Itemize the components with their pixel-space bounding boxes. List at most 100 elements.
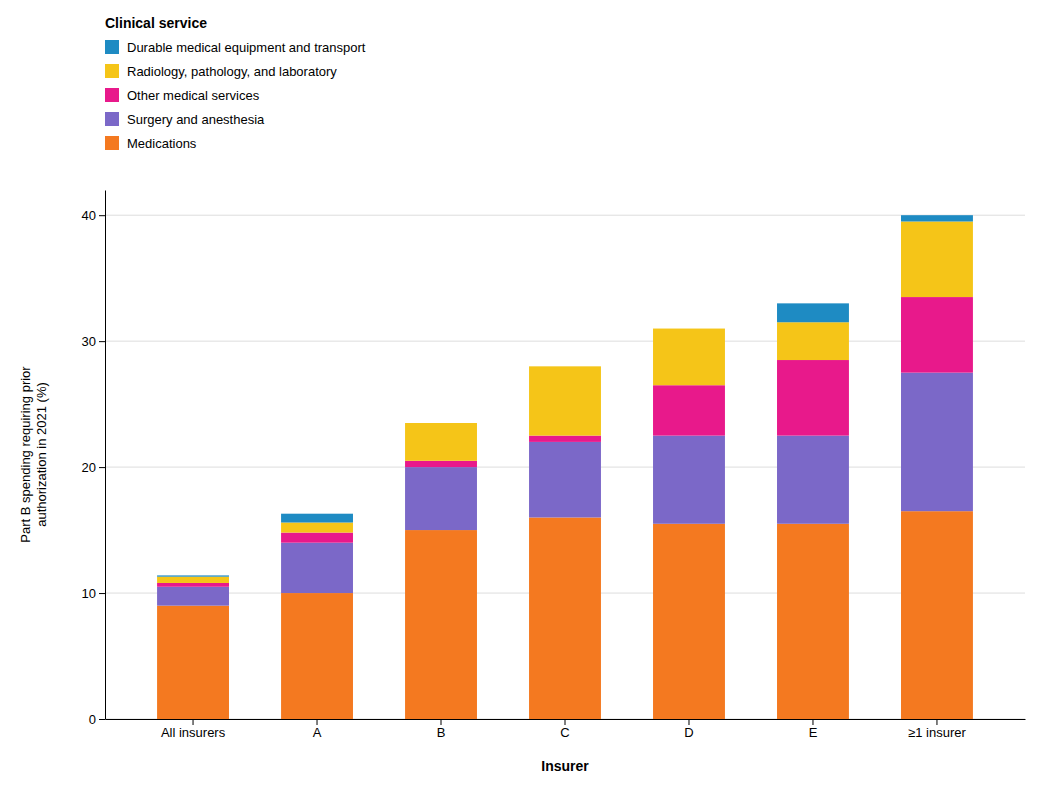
tick-mark (99, 593, 105, 594)
series (157, 511, 973, 719)
chart: 0 10 20 30 40 All insurers A B C D E ≥1 insurer Insu… (0, 0, 1055, 799)
tick-mark (812, 719, 813, 725)
plot: 0 10 20 30 40 All insurers A B C D E ≥1 insurer (82, 191, 1026, 741)
bar (777, 322, 849, 360)
bar (157, 575, 229, 576)
tick-label: 10 (82, 586, 96, 601)
bar (653, 436, 725, 524)
bar (281, 523, 353, 533)
tick: E (809, 719, 818, 740)
legend-swatch (105, 40, 119, 54)
tick-label: 0 (89, 712, 96, 727)
tick-label: A (313, 725, 322, 740)
bar (157, 606, 229, 719)
bar (157, 587, 229, 606)
legend-item: Medications (105, 136, 197, 151)
bar (529, 442, 601, 518)
y-axis-title: Part B spending requiring priorauthoriza… (18, 366, 49, 543)
y-axis: 0 10 20 30 40 (82, 191, 106, 727)
legend-label: Durable medical equipment and transport (127, 40, 366, 55)
tick-label: E (809, 725, 818, 740)
bar (901, 221, 973, 297)
grid-line (105, 215, 1025, 216)
tick-label: 30 (82, 334, 96, 349)
bar (653, 329, 725, 386)
tick-mark (99, 341, 105, 342)
bar (405, 423, 477, 461)
tick-mark (441, 719, 442, 725)
legend-title: Clinical service (105, 15, 207, 31)
bar (653, 524, 725, 719)
tick-mark (317, 719, 318, 725)
tick: All insurers (161, 719, 226, 740)
legend-item: Other medical services (105, 88, 260, 103)
series (157, 297, 973, 587)
tick-label: D (684, 725, 693, 740)
tick-mark (688, 719, 689, 725)
bar (777, 524, 849, 719)
bar (529, 436, 601, 442)
bar (281, 543, 353, 593)
bar (653, 385, 725, 435)
legend-swatch (105, 88, 119, 102)
bar (901, 373, 973, 512)
bar (777, 436, 849, 524)
tick: D (684, 719, 693, 740)
legend-item: Surgery and anesthesia (105, 112, 265, 127)
legend-label: Other medical services (127, 88, 260, 103)
bar (405, 530, 477, 719)
legend: Clinical service Durable medical equipmen… (105, 15, 366, 151)
bars (157, 215, 973, 719)
bar (281, 514, 353, 523)
tick: ≥1 insurer (908, 719, 966, 740)
bar (157, 583, 229, 587)
bar (777, 303, 849, 322)
legend-label: Surgery and anesthesia (127, 112, 265, 127)
axis-line (105, 191, 106, 720)
x-axis-title: Insurer (541, 758, 589, 774)
tick-label: All insurers (161, 725, 226, 740)
legend-swatch (105, 136, 119, 150)
tick-mark (99, 467, 105, 468)
tick-mark (99, 215, 105, 216)
grid (105, 215, 1025, 719)
tick-label: 40 (82, 208, 96, 223)
bar (405, 423, 477, 424)
grid-line (105, 341, 1025, 342)
bar (777, 360, 849, 436)
tick-label: B (437, 725, 446, 740)
bar (529, 517, 601, 719)
bar (281, 533, 353, 543)
legend-item: Durable medical equipment and transport (105, 40, 366, 55)
tick: B (437, 719, 446, 740)
series (157, 221, 973, 582)
tick: A (313, 719, 322, 740)
legend-swatch (105, 112, 119, 126)
legend-swatch (105, 64, 119, 78)
tick: 40 (82, 208, 105, 223)
x-axis: All insurers A B C D E ≥1 insurer (106, 719, 1026, 740)
tick: 0 (89, 712, 105, 727)
tick-mark (565, 719, 566, 725)
tick-label: C (560, 725, 569, 740)
legend-label: Radiology, pathology, and laboratory (127, 64, 337, 79)
bar (405, 461, 477, 467)
bar (405, 467, 477, 530)
tick-label: ≥1 insurer (908, 725, 966, 740)
tick: 30 (82, 334, 105, 349)
tick-mark (936, 719, 937, 725)
tick: 20 (82, 460, 105, 475)
tick-mark (99, 719, 105, 720)
legend-label: Medications (127, 136, 197, 151)
tick-mark (193, 719, 194, 725)
bar (901, 297, 973, 373)
bar (281, 593, 353, 719)
tick-label: 20 (82, 460, 96, 475)
tick: C (560, 719, 569, 740)
series (157, 215, 973, 576)
bar (529, 366, 601, 367)
bar (901, 511, 973, 719)
bar (157, 577, 229, 583)
tick: 10 (82, 586, 105, 601)
bar (901, 215, 973, 221)
